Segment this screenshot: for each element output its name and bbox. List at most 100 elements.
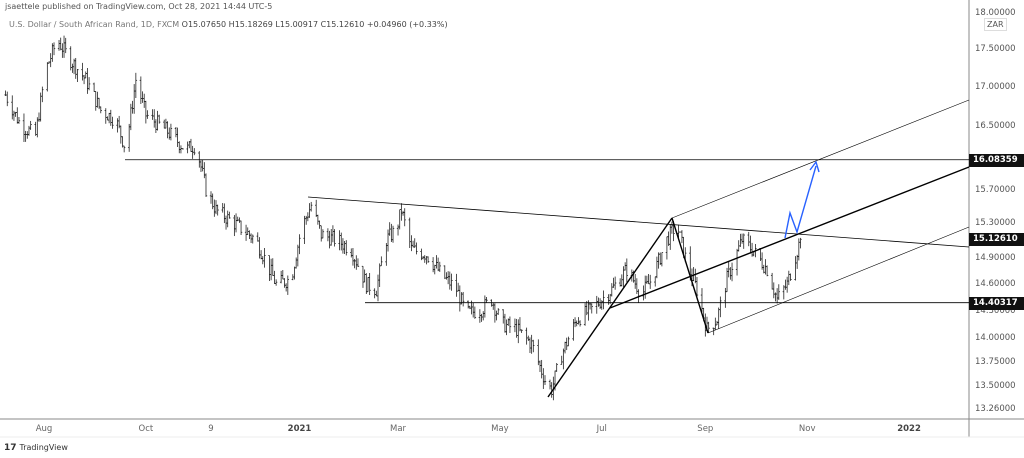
price-tag: 16.08359	[969, 153, 1024, 167]
price-bar	[376, 274, 380, 302]
price-bar	[527, 335, 530, 341]
x-tick-label: May	[491, 424, 509, 434]
price-bar	[57, 39, 61, 51]
price-bar	[107, 112, 111, 124]
price-bar	[448, 271, 452, 290]
open-value: O15.07650	[181, 20, 227, 29]
low-value: L15.00917	[275, 20, 319, 29]
price-bar	[602, 290, 605, 310]
price-bar	[517, 319, 520, 344]
price-bar	[410, 235, 413, 252]
price-bar	[26, 131, 29, 139]
price-bar	[350, 248, 353, 258]
price-bar	[308, 203, 311, 218]
price-bar	[328, 230, 331, 249]
price-bar	[294, 257, 298, 269]
y-tick-label: 15.70000	[975, 185, 1016, 196]
price-bar	[351, 248, 355, 266]
price-bar	[493, 303, 497, 323]
price-bar	[316, 214, 320, 225]
price-bar	[87, 77, 91, 91]
correction-leg-line	[671, 217, 709, 334]
price-bar	[251, 234, 254, 244]
price-bar	[633, 274, 637, 289]
x-tick-label: Oct	[138, 424, 154, 434]
price-bar	[37, 112, 41, 122]
price-bar	[749, 235, 752, 254]
channel-lower-line	[707, 226, 970, 334]
price-bar	[321, 229, 325, 239]
price-bar	[578, 320, 582, 327]
price-bar	[665, 236, 669, 260]
price-bar	[355, 255, 358, 270]
price-bar	[456, 282, 460, 292]
projection-path	[784, 165, 817, 239]
price-bar	[168, 127, 171, 140]
price-bar	[341, 238, 345, 254]
y-tick-label: 17.00000	[975, 82, 1016, 93]
price-bar	[742, 233, 745, 249]
y-tick-label: 13.26000	[975, 403, 1016, 414]
price-bar	[356, 258, 360, 268]
price-bar	[435, 255, 438, 269]
price-bar	[380, 256, 383, 267]
price-bar	[104, 108, 107, 124]
price-bar	[233, 215, 236, 237]
price-bar	[41, 86, 44, 103]
price-bar	[433, 264, 436, 275]
price-bar	[17, 116, 21, 124]
price-bar	[795, 254, 799, 269]
price-bar	[413, 238, 416, 248]
price-bar	[239, 220, 243, 236]
price-bar	[740, 233, 744, 244]
price-bar	[667, 231, 670, 246]
tradingview-logo[interactable]: 17 TradingView	[4, 443, 68, 453]
price-bar	[151, 109, 154, 120]
logo-mark: 17	[4, 443, 17, 453]
price-bar	[84, 71, 87, 79]
price-bar	[401, 210, 405, 216]
price-bar	[789, 273, 792, 281]
price-bar	[577, 317, 580, 325]
y-tick-label: 13.75000	[975, 356, 1016, 367]
price-bar	[400, 203, 403, 221]
price-bar	[368, 272, 371, 296]
price-bar	[326, 228, 330, 242]
price-bar	[717, 307, 720, 329]
price-bar	[495, 310, 498, 321]
price-bar	[330, 229, 333, 246]
x-tick-label: 2021	[287, 424, 312, 434]
price-bar	[131, 100, 134, 114]
price-bar	[34, 121, 37, 136]
price-bar	[461, 291, 465, 307]
price-bar	[525, 327, 528, 345]
descending-trendline	[307, 196, 970, 248]
price-bar	[765, 265, 769, 277]
price-bar	[715, 320, 719, 326]
price-bar	[141, 91, 144, 103]
price-bar	[156, 110, 159, 131]
price-bar	[530, 334, 533, 354]
price-bar	[224, 215, 228, 230]
price-bar	[86, 68, 89, 94]
currency-badge[interactable]: ZAR	[984, 18, 1007, 31]
price-bar	[24, 130, 27, 142]
price-bar	[154, 119, 158, 133]
price-bar	[320, 225, 323, 242]
price-bar	[274, 279, 278, 286]
price-bar	[398, 209, 401, 230]
price-bar	[122, 145, 126, 153]
price-bar	[565, 337, 568, 351]
x-tick-label: Sep	[697, 424, 714, 434]
x-tick-label: Aug	[35, 424, 53, 434]
price-bar	[770, 272, 774, 290]
price-bar	[787, 270, 791, 286]
price-bar	[508, 316, 512, 333]
price-bar	[146, 110, 149, 119]
price-bar	[134, 72, 138, 98]
x-tick-label: 2022	[897, 424, 921, 434]
price-bar	[213, 199, 216, 217]
price-bar	[572, 319, 575, 341]
price-bar	[438, 261, 441, 272]
